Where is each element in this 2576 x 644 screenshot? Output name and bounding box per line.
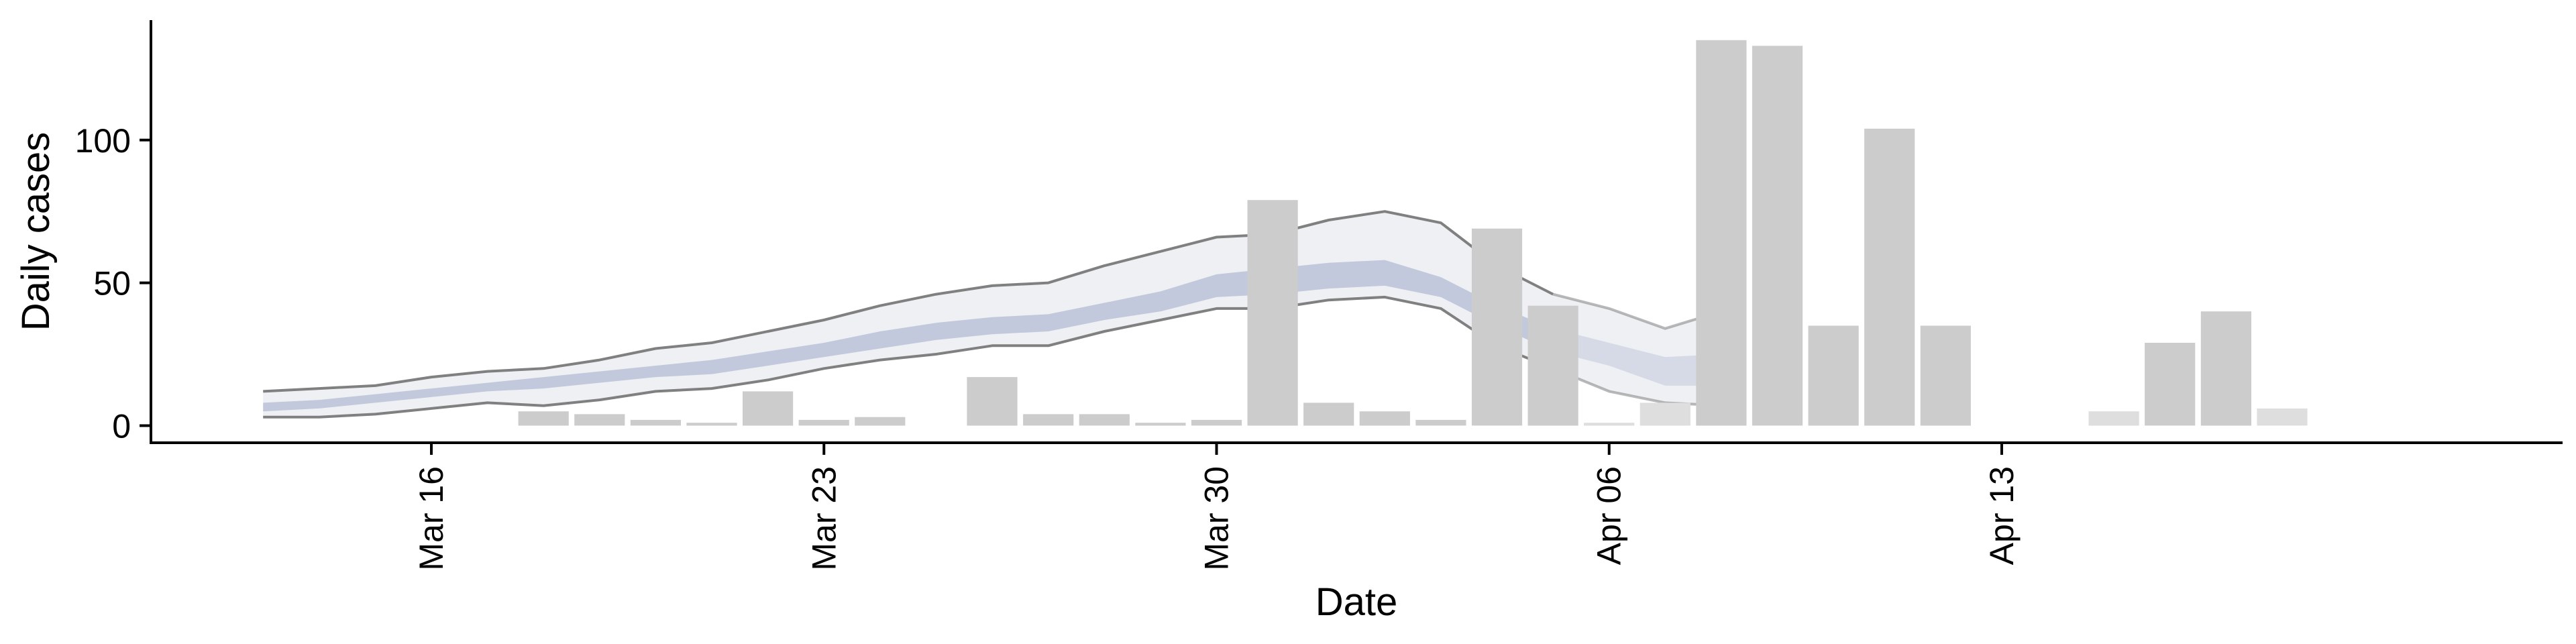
bar-2020-04-03: [1415, 419, 1466, 426]
x-ticks: Mar 16 Mar 23 Mar 30 Apr 06 Apr 13: [413, 443, 2021, 571]
bars-layer: [518, 40, 2308, 426]
bar-2020-04-11: [1864, 128, 1915, 426]
x-tick-label: Mar 30: [1198, 466, 1236, 571]
bar-2020-04-18: [2257, 408, 2308, 426]
x-axis-title: Date: [1316, 580, 1398, 624]
bar-2020-03-24: [855, 417, 906, 426]
bar-2020-03-18: [518, 411, 569, 426]
bar-2020-04-16: [2145, 343, 2196, 426]
x-tick-label: Apr 13: [1983, 466, 2021, 565]
upper-bound-line: [263, 210, 1554, 393]
bar-2020-04-15: [2088, 411, 2139, 426]
bar-2020-04-06: [1584, 423, 1635, 426]
inner-interval-band: [263, 260, 1554, 412]
bar-2020-03-31: [1247, 200, 1298, 426]
lower-bound-line: [263, 295, 1554, 419]
estimate-layer: [263, 210, 1722, 419]
y-tick-label: 0: [112, 407, 131, 445]
bar-2020-03-21: [686, 423, 737, 426]
bar-2020-03-29: [1135, 423, 1186, 426]
bar-2020-04-01: [1303, 402, 1354, 426]
bar-2020-03-28: [1079, 414, 1130, 426]
axes-layer: [150, 20, 2563, 444]
bar-2020-04-07: [1640, 402, 1690, 426]
bar-2020-04-10: [1808, 325, 1859, 426]
bar-2020-03-30: [1191, 419, 1242, 426]
y-tick-label: 50: [93, 265, 131, 303]
x-tick-label: Mar 16: [413, 466, 450, 571]
y-axis-title: Daily cases: [14, 132, 58, 331]
bar-2020-04-02: [1359, 411, 1410, 426]
bar-2020-03-22: [743, 391, 794, 426]
x-tick-label: Apr 06: [1591, 466, 1628, 565]
y-ticks: 0 50 100: [75, 122, 151, 445]
bar-2020-04-17: [2200, 311, 2251, 426]
inner-interval-band-recent: [1553, 328, 1721, 386]
upper-bound-line-recent: [1552, 292, 1722, 330]
bar-2020-04-05: [1527, 305, 1578, 426]
bar-2020-03-26: [967, 377, 1018, 426]
lower-bound-line-recent: [1552, 367, 1722, 407]
bar-2020-04-08: [1696, 40, 1747, 426]
y-tick-label: 100: [75, 122, 131, 160]
bar-2020-03-27: [1023, 414, 1074, 426]
bar-2020-04-09: [1752, 46, 1803, 426]
bar-2020-03-23: [798, 419, 849, 426]
bar-2020-03-19: [574, 414, 625, 426]
bar-2020-03-20: [630, 419, 681, 426]
x-tick-label: Mar 23: [805, 466, 843, 571]
bar-2020-04-12: [1920, 325, 1971, 426]
bar-2020-04-04: [1471, 228, 1523, 426]
